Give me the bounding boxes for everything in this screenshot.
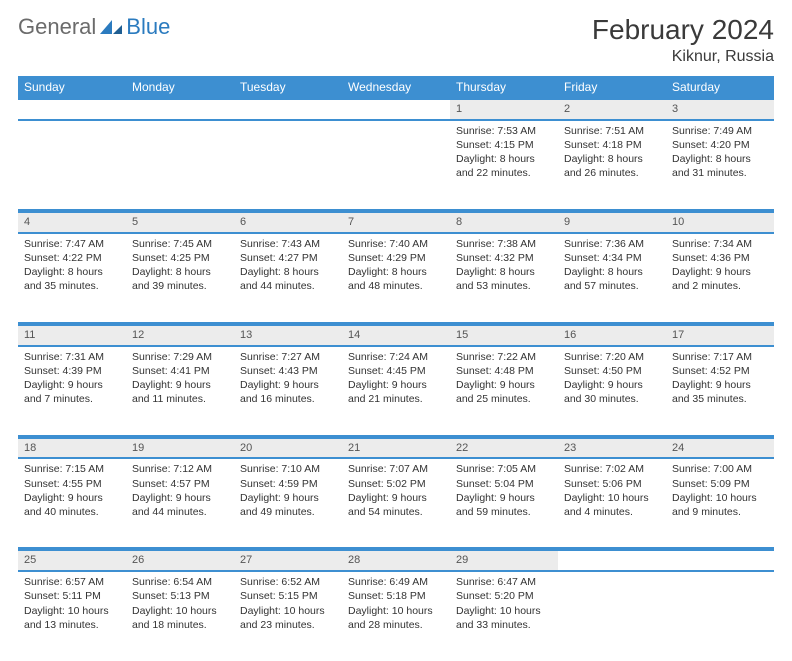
day-header-row: Sunday Monday Tuesday Wednesday Thursday…: [18, 76, 774, 99]
daynum-row: 11121314151617: [18, 325, 774, 346]
day-number: 29: [450, 550, 558, 571]
day-info: Sunrise: 7:53 AMSunset: 4:15 PMDaylight:…: [450, 120, 558, 210]
day-info: Sunrise: 6:49 AMSunset: 5:18 PMDaylight:…: [342, 571, 450, 661]
day-info: Sunrise: 7:29 AMSunset: 4:41 PMDaylight:…: [126, 346, 234, 436]
day-header: Saturday: [666, 76, 774, 99]
day-header: Friday: [558, 76, 666, 99]
day-header: Thursday: [450, 76, 558, 99]
day-number: [126, 99, 234, 120]
day-number: [558, 550, 666, 571]
day-info: Sunrise: 7:02 AMSunset: 5:06 PMDaylight:…: [558, 458, 666, 548]
day-info: Sunrise: 7:40 AMSunset: 4:29 PMDaylight:…: [342, 233, 450, 323]
day-number: 26: [126, 550, 234, 571]
day-number: 24: [666, 438, 774, 459]
day-info: [126, 120, 234, 210]
day-number: 28: [342, 550, 450, 571]
sail-icon: [98, 18, 124, 36]
day-info: [342, 120, 450, 210]
day-number: 22: [450, 438, 558, 459]
day-info: Sunrise: 6:57 AMSunset: 5:11 PMDaylight:…: [18, 571, 126, 661]
month-title: February 2024: [592, 14, 774, 46]
day-number: 4: [18, 212, 126, 233]
day-info: Sunrise: 7:00 AMSunset: 5:09 PMDaylight:…: [666, 458, 774, 548]
day-number: 25: [18, 550, 126, 571]
day-number: 17: [666, 325, 774, 346]
title-block: February 2024 Kiknur, Russia: [592, 14, 774, 66]
day-number: 12: [126, 325, 234, 346]
day-header: Sunday: [18, 76, 126, 99]
logo-text-general: General: [18, 14, 96, 40]
day-header: Monday: [126, 76, 234, 99]
day-header: Tuesday: [234, 76, 342, 99]
day-number: 21: [342, 438, 450, 459]
day-number: [234, 99, 342, 120]
day-number: 6: [234, 212, 342, 233]
day-info: Sunrise: 7:45 AMSunset: 4:25 PMDaylight:…: [126, 233, 234, 323]
day-info: [558, 571, 666, 661]
day-number: 3: [666, 99, 774, 120]
calendar-table: Sunday Monday Tuesday Wednesday Thursday…: [18, 76, 774, 661]
day-info: Sunrise: 6:47 AMSunset: 5:20 PMDaylight:…: [450, 571, 558, 661]
day-info: Sunrise: 7:47 AMSunset: 4:22 PMDaylight:…: [18, 233, 126, 323]
day-number: 11: [18, 325, 126, 346]
day-number: 10: [666, 212, 774, 233]
location: Kiknur, Russia: [592, 48, 774, 66]
info-row: Sunrise: 7:15 AMSunset: 4:55 PMDaylight:…: [18, 458, 774, 548]
header: General Blue February 2024 Kiknur, Russi…: [18, 14, 774, 66]
day-info: [18, 120, 126, 210]
day-info: Sunrise: 7:31 AMSunset: 4:39 PMDaylight:…: [18, 346, 126, 436]
day-number: 8: [450, 212, 558, 233]
day-info: Sunrise: 6:54 AMSunset: 5:13 PMDaylight:…: [126, 571, 234, 661]
day-info: Sunrise: 7:24 AMSunset: 4:45 PMDaylight:…: [342, 346, 450, 436]
day-info: Sunrise: 7:43 AMSunset: 4:27 PMDaylight:…: [234, 233, 342, 323]
day-info: Sunrise: 7:12 AMSunset: 4:57 PMDaylight:…: [126, 458, 234, 548]
info-row: Sunrise: 7:47 AMSunset: 4:22 PMDaylight:…: [18, 233, 774, 323]
day-info: Sunrise: 7:38 AMSunset: 4:32 PMDaylight:…: [450, 233, 558, 323]
day-number: [666, 550, 774, 571]
day-number: 7: [342, 212, 450, 233]
day-info: Sunrise: 7:49 AMSunset: 4:20 PMDaylight:…: [666, 120, 774, 210]
day-number: 13: [234, 325, 342, 346]
day-number: [18, 99, 126, 120]
day-info: Sunrise: 7:22 AMSunset: 4:48 PMDaylight:…: [450, 346, 558, 436]
day-number: 18: [18, 438, 126, 459]
day-number: 15: [450, 325, 558, 346]
day-info: Sunrise: 7:15 AMSunset: 4:55 PMDaylight:…: [18, 458, 126, 548]
day-number: [342, 99, 450, 120]
day-info: Sunrise: 6:52 AMSunset: 5:15 PMDaylight:…: [234, 571, 342, 661]
day-number: 9: [558, 212, 666, 233]
info-row: Sunrise: 7:31 AMSunset: 4:39 PMDaylight:…: [18, 346, 774, 436]
day-info: Sunrise: 7:05 AMSunset: 5:04 PMDaylight:…: [450, 458, 558, 548]
day-number: 19: [126, 438, 234, 459]
day-header: Wednesday: [342, 76, 450, 99]
day-number: 2: [558, 99, 666, 120]
info-row: Sunrise: 6:57 AMSunset: 5:11 PMDaylight:…: [18, 571, 774, 661]
day-info: Sunrise: 7:17 AMSunset: 4:52 PMDaylight:…: [666, 346, 774, 436]
day-info: Sunrise: 7:36 AMSunset: 4:34 PMDaylight:…: [558, 233, 666, 323]
day-info: Sunrise: 7:07 AMSunset: 5:02 PMDaylight:…: [342, 458, 450, 548]
day-info: Sunrise: 7:27 AMSunset: 4:43 PMDaylight:…: [234, 346, 342, 436]
day-info: [234, 120, 342, 210]
info-row: Sunrise: 7:53 AMSunset: 4:15 PMDaylight:…: [18, 120, 774, 210]
daynum-row: 45678910: [18, 212, 774, 233]
logo: General Blue: [18, 14, 170, 40]
day-info: Sunrise: 7:20 AMSunset: 4:50 PMDaylight:…: [558, 346, 666, 436]
day-number: 5: [126, 212, 234, 233]
logo-text-blue: Blue: [126, 14, 170, 40]
day-number: 27: [234, 550, 342, 571]
day-number: 20: [234, 438, 342, 459]
day-number: 1: [450, 99, 558, 120]
day-number: 16: [558, 325, 666, 346]
day-info: [666, 571, 774, 661]
day-number: 14: [342, 325, 450, 346]
day-info: Sunrise: 7:10 AMSunset: 4:59 PMDaylight:…: [234, 458, 342, 548]
day-info: Sunrise: 7:51 AMSunset: 4:18 PMDaylight:…: [558, 120, 666, 210]
day-number: 23: [558, 438, 666, 459]
daynum-row: 123: [18, 99, 774, 120]
daynum-row: 18192021222324: [18, 438, 774, 459]
day-info: Sunrise: 7:34 AMSunset: 4:36 PMDaylight:…: [666, 233, 774, 323]
daynum-row: 2526272829: [18, 550, 774, 571]
